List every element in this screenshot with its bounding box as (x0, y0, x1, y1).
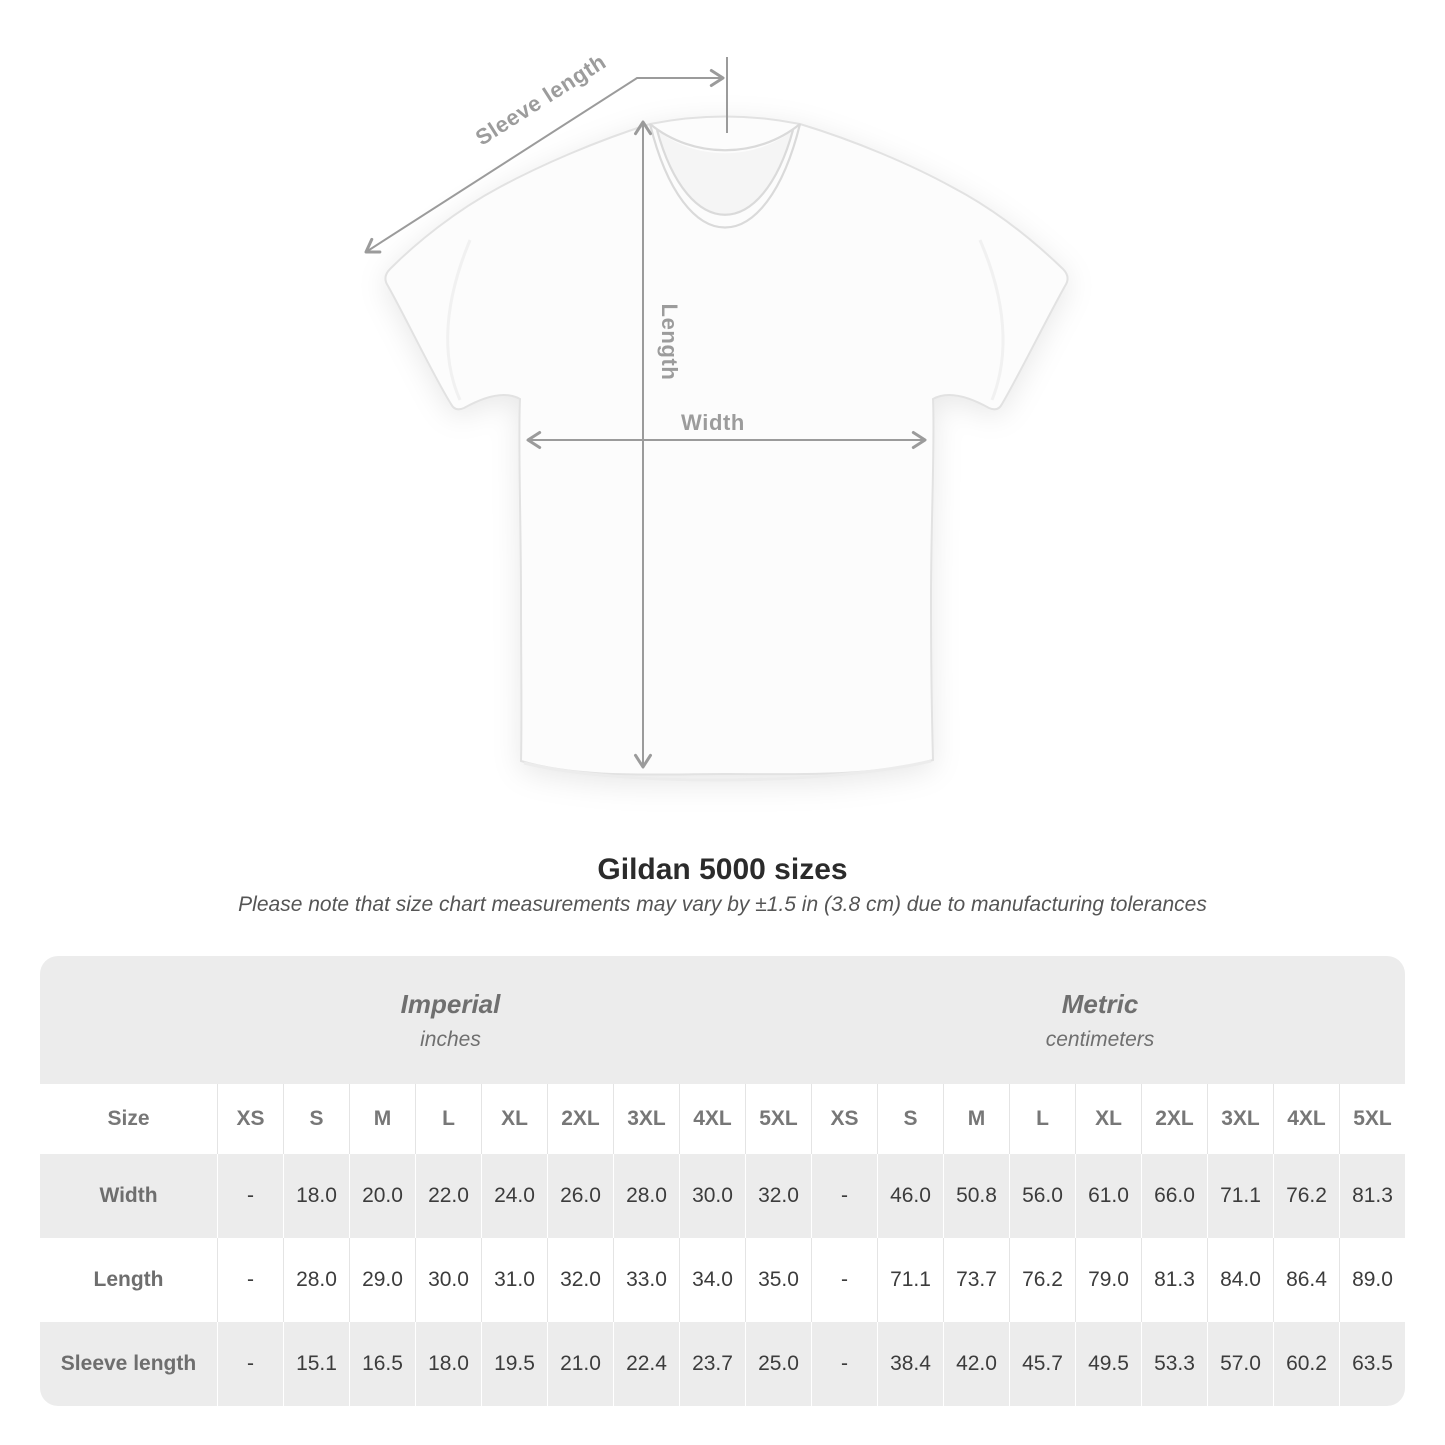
size-header-cell: M (943, 1084, 1009, 1154)
value-cell: 45.7 (1009, 1322, 1075, 1406)
value-cell: 33.0 (613, 1238, 679, 1322)
unit-group-sublabel: inches (420, 1027, 481, 1051)
value-cell: 76.2 (1009, 1238, 1075, 1322)
size-header-cell: 4XL (679, 1084, 745, 1154)
size-header-cell: 3XL (1207, 1084, 1273, 1154)
value-cell: 79.0 (1075, 1238, 1141, 1322)
size-header-cell: 5XL (1339, 1084, 1405, 1154)
size-column-header: Size (107, 1107, 150, 1130)
value-cell: 18.0 (415, 1322, 481, 1406)
value-cell: 76.2 (1273, 1154, 1339, 1238)
sleeve-length-line (364, 69, 725, 254)
size-header-cell: XL (1075, 1084, 1141, 1154)
value-cell: - (217, 1154, 283, 1238)
unit-group-label: Metric (1061, 988, 1139, 1019)
value-cell: 23.7 (679, 1322, 745, 1406)
value-cell: 86.4 (1273, 1238, 1339, 1322)
size-header-cell: 2XL (1141, 1084, 1207, 1154)
value-cell: 49.5 (1075, 1322, 1141, 1406)
unit-group-sublabel: centimeters (1045, 1027, 1155, 1051)
value-cell: 16.5 (349, 1322, 415, 1406)
width-dimension-label: Width (681, 410, 745, 435)
tolerance-note: Please note that size chart measurements… (238, 893, 1207, 916)
size-header-cell: 4XL (1273, 1084, 1339, 1154)
tshirt-shape (384, 115, 1069, 782)
unit-group-label: Imperial (400, 988, 501, 1019)
size-header-cell: 2XL (547, 1084, 613, 1154)
chart-title: Gildan 5000 sizes (597, 853, 848, 886)
value-cell: 18.0 (283, 1154, 349, 1238)
value-cell: 19.5 (481, 1322, 547, 1406)
value-cell: 15.1 (283, 1322, 349, 1406)
value-cell: 89.0 (1339, 1238, 1405, 1322)
value-cell: 38.4 (877, 1322, 943, 1406)
value-cell: 50.8 (943, 1154, 1009, 1238)
unit-group-metric: Metric centimeters (811, 956, 1405, 1084)
value-cell: 22.4 (613, 1322, 679, 1406)
value-cell: 30.0 (415, 1238, 481, 1322)
size-header-cell: 5XL (745, 1084, 811, 1154)
value-cell: 28.0 (283, 1238, 349, 1322)
value-cell: 56.0 (1009, 1154, 1075, 1238)
value-cell: 42.0 (943, 1322, 1009, 1406)
value-cell: 25.0 (745, 1322, 811, 1406)
value-cell: 81.3 (1141, 1238, 1207, 1322)
size-table: Imperial inches Metric centimeters Size XS S M L… (40, 956, 1405, 1406)
value-cell: 31.0 (481, 1238, 547, 1322)
value-cell: - (217, 1238, 283, 1322)
value-cell: 28.0 (613, 1154, 679, 1238)
value-cell: 53.3 (1141, 1322, 1207, 1406)
value-cell: 22.0 (415, 1154, 481, 1238)
size-header-cell: S (283, 1084, 349, 1154)
value-cell: 20.0 (349, 1154, 415, 1238)
value-cell: 34.0 (679, 1238, 745, 1322)
size-header-cell: XS (811, 1084, 877, 1154)
fabric-creases (446, 239, 1005, 782)
value-cell: 60.2 (1273, 1322, 1339, 1406)
value-cell: 71.1 (877, 1238, 943, 1322)
size-header-cell: XL (481, 1084, 547, 1154)
value-cell: 71.1 (1207, 1154, 1273, 1238)
value-cell: - (811, 1322, 877, 1406)
size-header-cell: XS (217, 1084, 283, 1154)
size-header-cell: M (349, 1084, 415, 1154)
size-header-cell: L (415, 1084, 481, 1154)
unit-group-imperial: Imperial inches (40, 956, 811, 1084)
unit-group-imperial-header: Imperial inches (401, 989, 501, 1052)
value-cell: - (217, 1322, 283, 1406)
value-cell: - (811, 1238, 877, 1322)
value-cell: 84.0 (1207, 1238, 1273, 1322)
size-header-cell: S (877, 1084, 943, 1154)
value-cell: 66.0 (1141, 1154, 1207, 1238)
value-cell: 63.5 (1339, 1322, 1405, 1406)
size-header-cell: 3XL (613, 1084, 679, 1154)
row-label-cell: Length (93, 1268, 164, 1291)
value-cell: - (811, 1154, 877, 1238)
value-cell: 35.0 (745, 1238, 811, 1322)
value-cell: 61.0 (1075, 1154, 1141, 1238)
size-header-cell: L (1009, 1084, 1075, 1154)
value-cell: 29.0 (349, 1238, 415, 1322)
value-cell: 30.0 (679, 1154, 745, 1238)
value-cell: 32.0 (745, 1154, 811, 1238)
value-cell: 73.7 (943, 1238, 1009, 1322)
row-label-cell: Sleeve length (40, 1322, 217, 1406)
value-cell: 57.0 (1207, 1322, 1273, 1406)
value-cell: 81.3 (1339, 1154, 1405, 1238)
row-label-cell: Width (40, 1154, 217, 1238)
length-dimension-label: Length (657, 303, 682, 381)
tshirt-diagram (364, 57, 1069, 782)
value-cell: 32.0 (547, 1238, 613, 1322)
value-cell: 21.0 (547, 1322, 613, 1406)
value-cell: 26.0 (547, 1154, 613, 1238)
unit-group-metric-header: Metric centimeters (1046, 989, 1155, 1052)
value-cell: 24.0 (481, 1154, 547, 1238)
value-cell: 46.0 (877, 1154, 943, 1238)
